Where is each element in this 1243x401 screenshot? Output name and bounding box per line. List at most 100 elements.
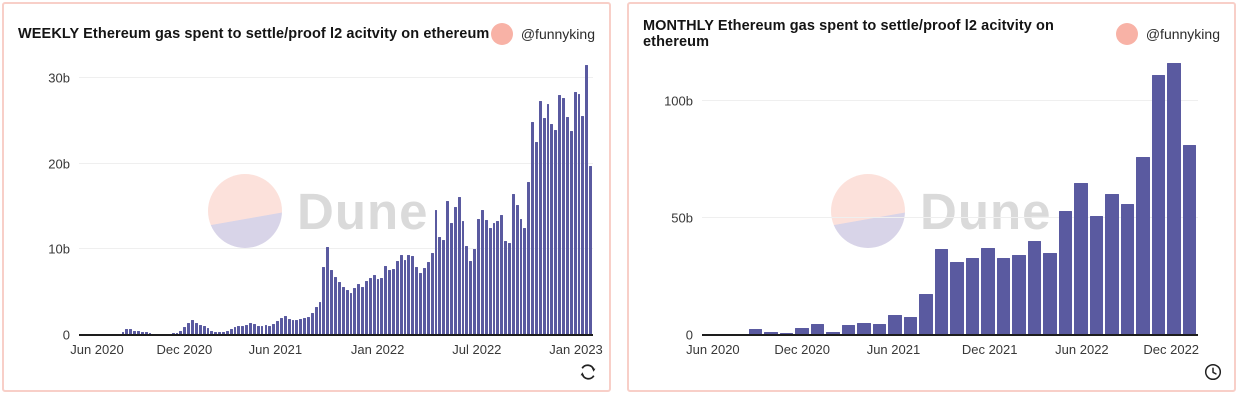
bar[interactable] [318, 302, 322, 335]
bar[interactable] [233, 327, 237, 335]
bar[interactable] [307, 317, 310, 335]
bar[interactable] [426, 262, 430, 335]
bar[interactable] [287, 318, 291, 335]
author-badge[interactable]: @funnyking [490, 23, 595, 45]
bar[interactable] [291, 320, 295, 335]
bar[interactable] [523, 228, 527, 335]
bar[interactable] [206, 327, 210, 335]
bar[interactable] [569, 131, 573, 335]
bar[interactable] [144, 332, 148, 335]
bar[interactable] [496, 221, 500, 335]
bar[interactable] [214, 331, 218, 335]
bar[interactable] [857, 322, 871, 335]
bar[interactable] [558, 94, 562, 335]
bar[interactable] [903, 316, 917, 335]
bar[interactable] [279, 317, 283, 335]
bar[interactable] [133, 330, 136, 335]
bar[interactable] [511, 193, 515, 335]
bar[interactable] [465, 246, 469, 335]
bar[interactable] [581, 115, 585, 335]
bar[interactable] [519, 218, 523, 335]
bar[interactable] [795, 328, 809, 335]
bar[interactable] [334, 276, 337, 335]
bar[interactable] [372, 275, 376, 335]
bar[interactable] [538, 100, 542, 335]
bar[interactable] [589, 165, 592, 335]
bar[interactable] [241, 326, 245, 335]
bar[interactable] [434, 210, 438, 335]
bar[interactable] [1074, 182, 1088, 335]
bar[interactable] [477, 218, 480, 335]
bar[interactable] [272, 323, 276, 335]
bar[interactable] [392, 269, 395, 335]
bar[interactable] [438, 236, 442, 335]
bar[interactable] [341, 287, 345, 335]
bar[interactable] [349, 293, 353, 335]
bar[interactable] [473, 249, 477, 335]
bar[interactable] [361, 287, 364, 335]
refresh-icon[interactable] [578, 362, 598, 382]
bar[interactable] [550, 123, 554, 335]
bar[interactable] [565, 116, 569, 335]
bar[interactable] [218, 332, 221, 335]
bar[interactable] [322, 267, 326, 335]
bar[interactable] [187, 323, 191, 335]
bar[interactable] [577, 93, 581, 335]
bar[interactable] [1012, 255, 1026, 335]
bar[interactable] [461, 221, 465, 335]
bar[interactable] [934, 249, 948, 335]
bar[interactable] [357, 283, 361, 335]
bar[interactable] [872, 324, 886, 335]
bar[interactable] [1105, 194, 1119, 335]
bar[interactable] [919, 294, 933, 335]
bar[interactable] [125, 328, 129, 335]
bar[interactable] [480, 210, 484, 335]
bar[interactable] [484, 220, 488, 335]
bar[interactable] [422, 268, 426, 335]
bar[interactable] [1058, 210, 1072, 335]
bar[interactable] [283, 316, 287, 335]
bar[interactable] [395, 260, 399, 335]
bar[interactable] [1027, 241, 1041, 335]
bar[interactable] [380, 277, 384, 335]
bar[interactable] [191, 320, 194, 335]
bar[interactable] [175, 332, 179, 335]
bar[interactable] [388, 269, 392, 335]
bar[interactable] [542, 118, 546, 335]
bar[interactable] [1167, 63, 1181, 335]
bar[interactable] [353, 287, 357, 335]
bar[interactable] [337, 281, 341, 335]
bar[interactable] [748, 329, 762, 335]
bar[interactable] [399, 254, 403, 335]
bar[interactable] [1043, 252, 1057, 335]
bar[interactable] [1182, 145, 1196, 335]
bar[interactable] [229, 329, 233, 335]
bar[interactable] [368, 277, 372, 335]
bar[interactable] [950, 262, 964, 335]
bar[interactable] [136, 331, 140, 335]
bar[interactable] [384, 265, 388, 335]
bar[interactable] [198, 324, 202, 335]
bar[interactable] [303, 317, 306, 335]
bar[interactable] [507, 242, 511, 335]
bar[interactable] [121, 332, 125, 335]
bar[interactable] [345, 289, 349, 335]
bar[interactable] [562, 97, 565, 335]
bar[interactable] [237, 325, 241, 335]
bar[interactable] [554, 129, 558, 335]
clock-icon[interactable] [1203, 362, 1223, 382]
bar[interactable] [299, 318, 303, 335]
bar[interactable] [453, 206, 457, 335]
bar[interactable] [504, 240, 507, 335]
bar[interactable] [457, 197, 461, 335]
bar[interactable] [407, 254, 411, 335]
bar[interactable] [326, 246, 330, 335]
bar[interactable] [841, 325, 855, 335]
bar[interactable] [330, 269, 334, 335]
bar[interactable] [585, 64, 589, 335]
bar[interactable] [245, 324, 249, 335]
bar[interactable] [310, 312, 314, 335]
bar[interactable] [535, 141, 538, 335]
bar[interactable] [179, 331, 183, 335]
bar[interactable] [888, 315, 902, 335]
